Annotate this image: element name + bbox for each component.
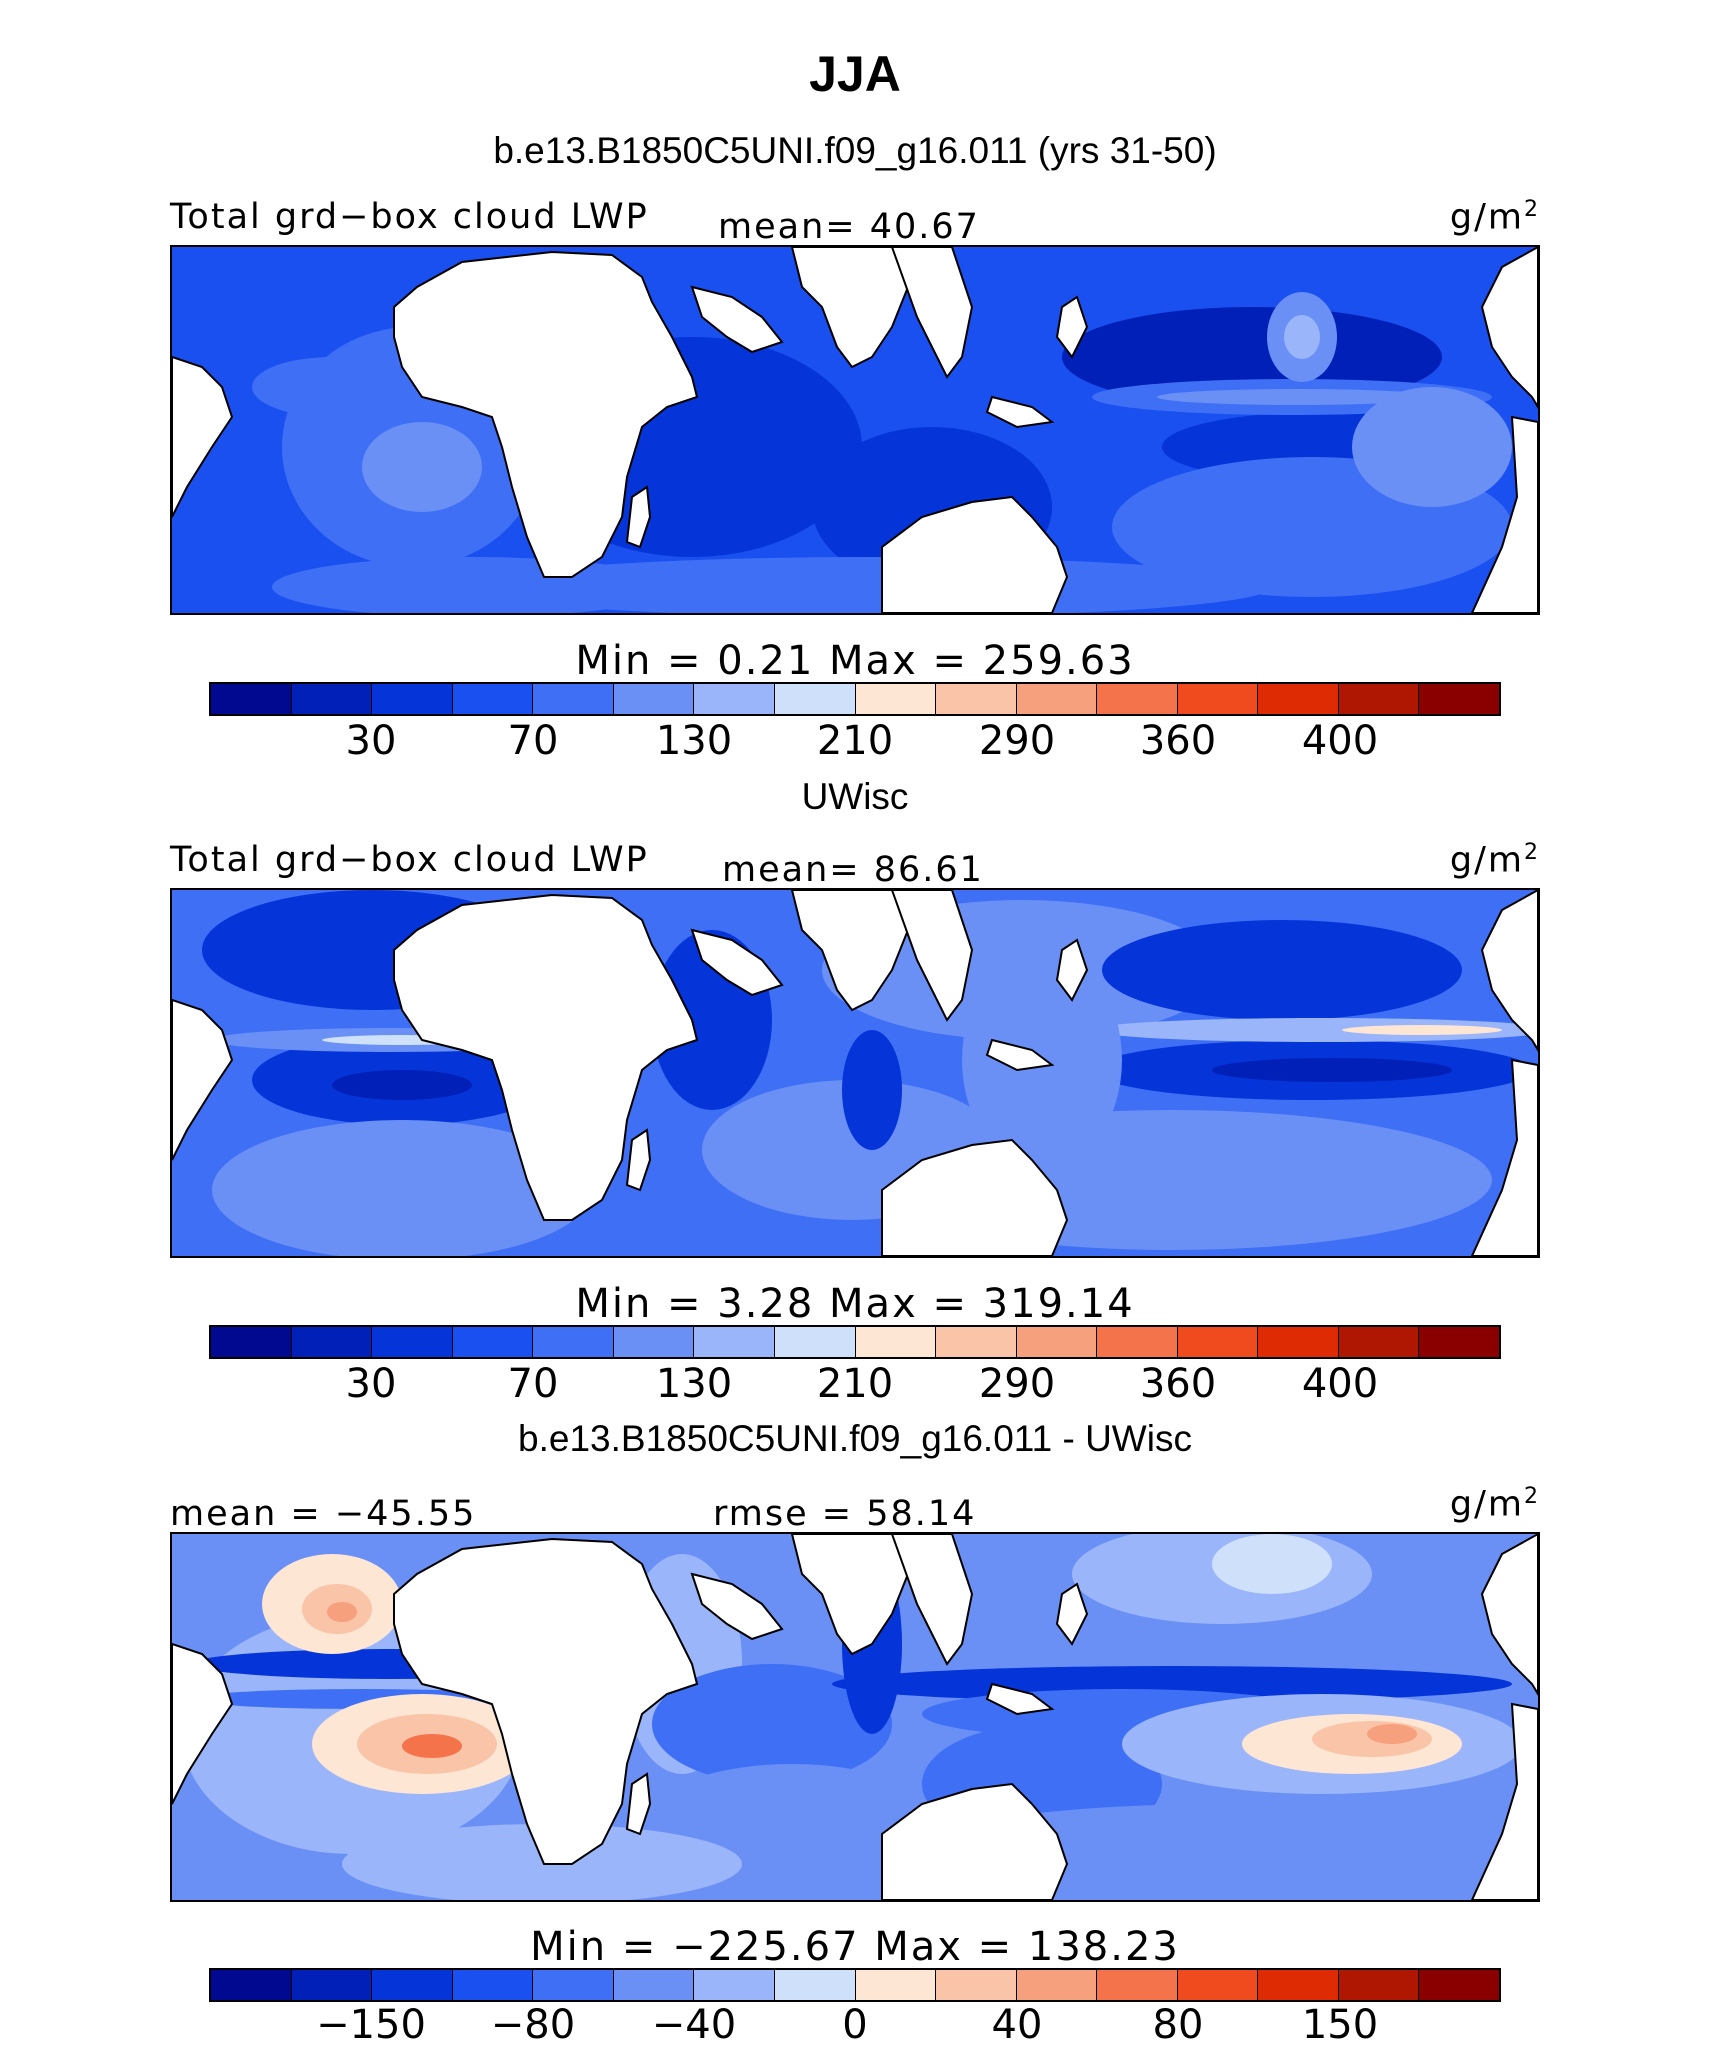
- colorbar-swatch: [694, 1970, 775, 2000]
- panel-1-tick: 400: [1301, 718, 1379, 764]
- colorbar-swatch: [372, 1970, 453, 2000]
- colorbar-swatch: [211, 684, 292, 714]
- panel-2-tick: 70: [507, 1361, 559, 1407]
- panel-1-tick: 290: [978, 718, 1056, 764]
- panel-1-tick: 210: [816, 718, 894, 764]
- panel-1-tick: 30: [345, 718, 397, 764]
- panel-3-tick: −80: [490, 2002, 576, 2048]
- colorbar-swatch: [936, 1970, 1017, 2000]
- panel-2-tick: 30: [345, 1361, 397, 1407]
- panel-1-mean-label: mean= 40.67: [718, 207, 980, 247]
- colorbar-swatch: [291, 684, 373, 714]
- colorbar-swatch: [1338, 684, 1420, 714]
- colorbar-swatch: [936, 1327, 1017, 1357]
- panel-1-map: [170, 245, 1540, 615]
- panel-2-mean-label: mean= 86.61: [722, 850, 984, 890]
- panel-3-tick: 150: [1301, 2002, 1379, 2048]
- colorbar-swatch: [694, 1327, 775, 1357]
- colorbar-swatch: [1419, 684, 1499, 714]
- panel-3-rmse-label: rmse = 58.14: [713, 1494, 977, 1534]
- colorbar-swatch: [1258, 1327, 1339, 1357]
- colorbar-swatch: [1097, 1327, 1178, 1357]
- colorbar-swatch: [533, 684, 614, 714]
- colorbar-swatch: [613, 1970, 695, 2000]
- colorbar-swatch: [452, 684, 534, 714]
- colorbar-swatch: [1097, 684, 1178, 714]
- colorbar-swatch: [1016, 1970, 1098, 2000]
- panel-3-units: g/m2: [1449, 1484, 1540, 1525]
- panel-3-mean-label: mean = −45.55: [170, 1494, 477, 1534]
- panel-2-subtitle: UWisc: [801, 776, 909, 817]
- panel-1-units: g/m2: [1449, 197, 1540, 238]
- panel-3-subtitle: b.e13.B1850C5UNI.f09_g16.011 - UWisc: [518, 1418, 1192, 1459]
- colorbar-swatch: [1258, 684, 1339, 714]
- colorbar-swatch: [211, 1327, 292, 1357]
- figure-title: JJA: [809, 46, 901, 102]
- panel-3-tick: 80: [1152, 2002, 1204, 2048]
- colorbar-swatch: [1177, 1327, 1259, 1357]
- colorbar-swatch: [613, 1327, 695, 1357]
- colorbar-swatch: [855, 1327, 937, 1357]
- panel-3-colorbar: [209, 1968, 1501, 2002]
- colorbar-swatch: [1016, 1327, 1098, 1357]
- colorbar-swatch: [452, 1970, 534, 2000]
- panel-3-tick: 0: [842, 2002, 868, 2048]
- panel-3-tick: −150: [316, 2002, 426, 2048]
- panel-1-variable-label: Total grd−box cloud LWP: [170, 197, 649, 237]
- colorbar-swatch: [372, 1327, 453, 1357]
- colorbar-swatch: [291, 1970, 373, 2000]
- colorbar-swatch: [1177, 1970, 1259, 2000]
- colorbar-swatch: [1177, 684, 1259, 714]
- panel-2-tick: 130: [655, 1361, 733, 1407]
- panel-2-tick: 290: [978, 1361, 1056, 1407]
- colorbar-swatch: [613, 684, 695, 714]
- panel-2-units: g/m2: [1449, 840, 1540, 881]
- colorbar-swatch: [1419, 1970, 1499, 2000]
- panel-2-colorbar: [209, 1325, 1501, 1359]
- panel-1-colorbar: [209, 682, 1501, 716]
- colorbar-swatch: [774, 1327, 856, 1357]
- colorbar-swatch: [533, 1327, 614, 1357]
- colorbar-swatch: [291, 1327, 373, 1357]
- colorbar-swatch: [694, 684, 775, 714]
- colorbar-swatch: [774, 1970, 856, 2000]
- panel-2-map: [170, 888, 1540, 1258]
- colorbar-swatch: [1016, 684, 1098, 714]
- colorbar-swatch: [1097, 1970, 1178, 2000]
- colorbar-swatch: [372, 684, 453, 714]
- colorbar-swatch: [211, 1970, 292, 2000]
- colorbar-swatch: [774, 684, 856, 714]
- colorbar-swatch: [452, 1327, 534, 1357]
- panel-3-tick: −40: [651, 2002, 737, 2048]
- colorbar-swatch: [1338, 1327, 1420, 1357]
- panel-3-minmax: Min = −225.67 Max = 138.23: [530, 1924, 1180, 1970]
- panel-2-tick: 360: [1139, 1361, 1217, 1407]
- panel-2-minmax: Min = 3.28 Max = 319.14: [575, 1281, 1135, 1327]
- panel-3-map: [170, 1532, 1540, 1902]
- colorbar-swatch: [1419, 1327, 1499, 1357]
- colorbar-swatch: [936, 684, 1017, 714]
- colorbar-swatch: [855, 1970, 937, 2000]
- colorbar-swatch: [1258, 1970, 1339, 2000]
- panel-1-tick: 130: [655, 718, 733, 764]
- panel-3-tick: 40: [991, 2002, 1043, 2048]
- colorbar-swatch: [1338, 1970, 1420, 2000]
- panel-1-minmax: Min = 0.21 Max = 259.63: [575, 638, 1135, 684]
- panel-2-variable-label: Total grd−box cloud LWP: [170, 840, 649, 880]
- colorbar-swatch: [855, 684, 937, 714]
- panel-2-tick: 400: [1301, 1361, 1379, 1407]
- panel-1-tick: 360: [1139, 718, 1217, 764]
- panel-1-tick: 70: [507, 718, 559, 764]
- colorbar-swatch: [533, 1970, 614, 2000]
- panel-2-tick: 210: [816, 1361, 894, 1407]
- panel-1-subtitle: b.e13.B1850C5UNI.f09_g16.011 (yrs 31-50): [493, 130, 1217, 171]
